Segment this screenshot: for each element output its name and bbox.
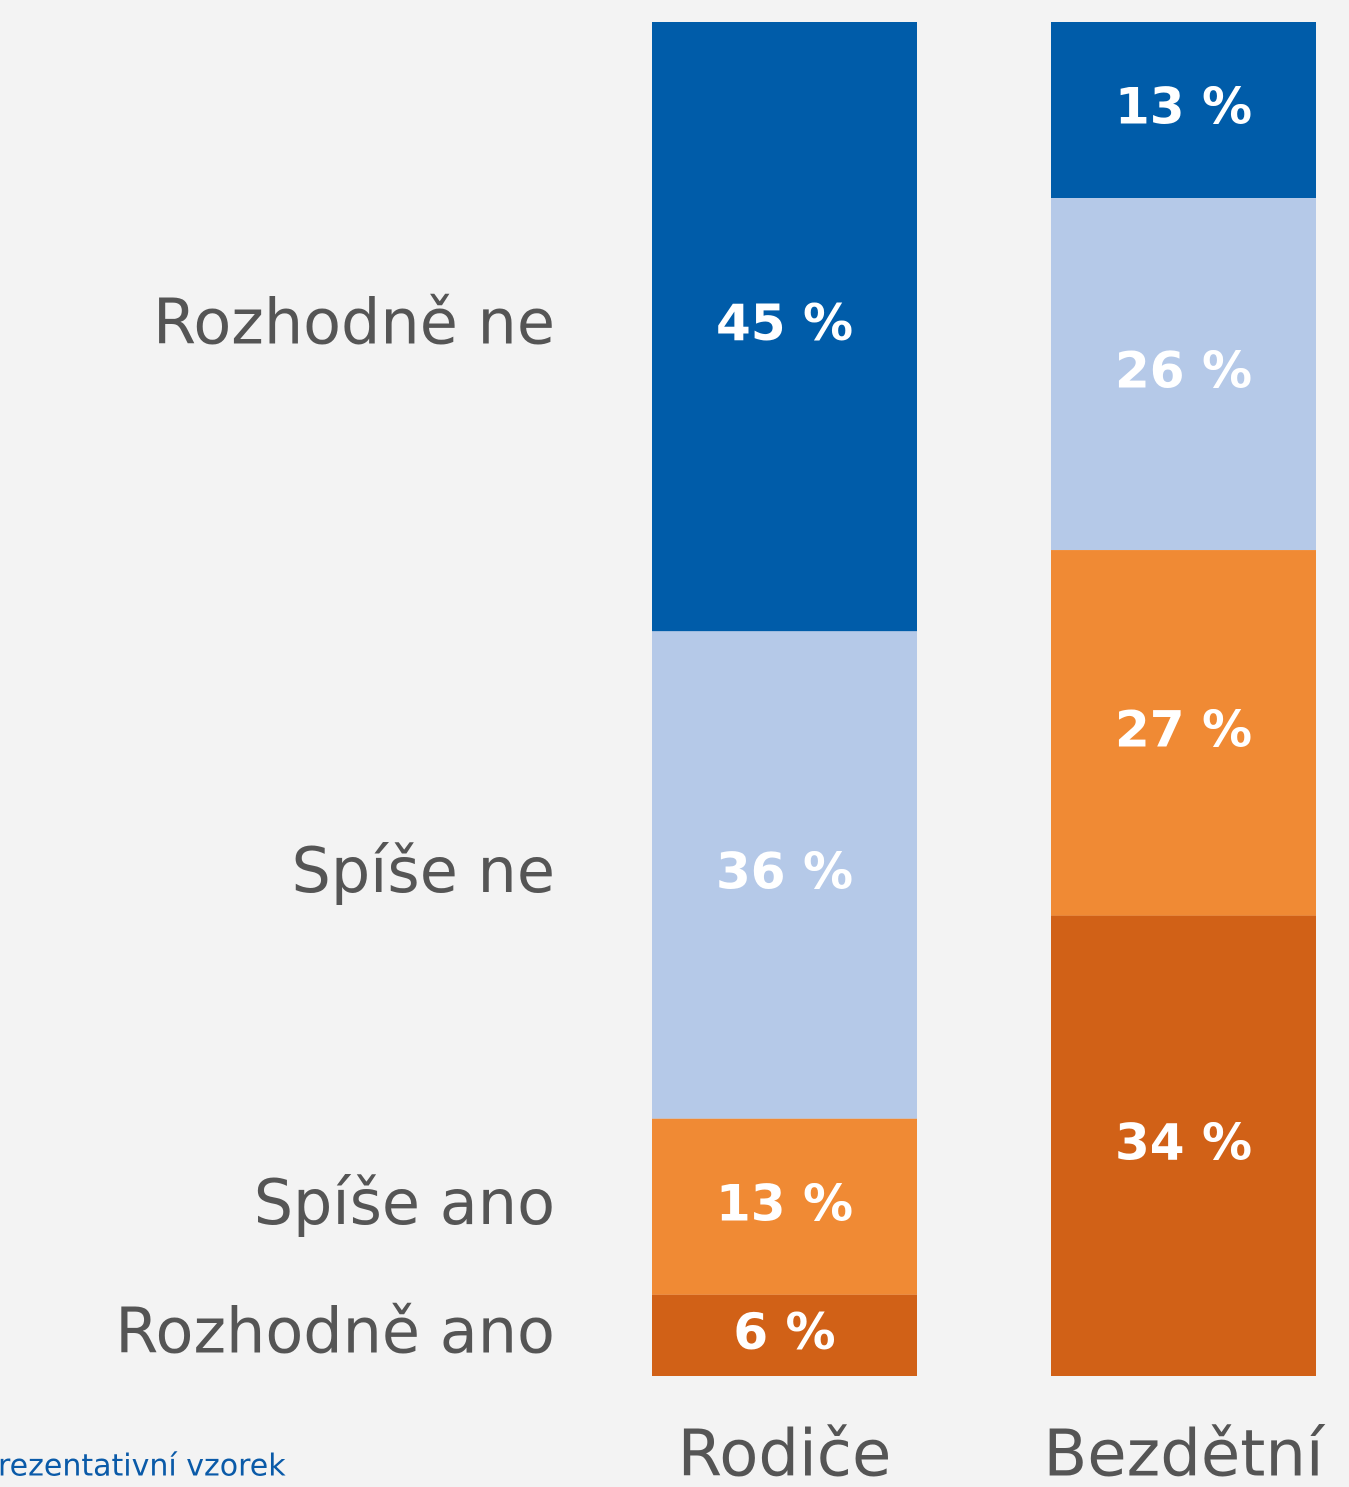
bar-segment xyxy=(652,1294,917,1376)
legend-label: Spíše ano xyxy=(254,1166,555,1239)
bar-segment xyxy=(1051,550,1316,916)
category-label: Bezdětní xyxy=(1043,1418,1326,1487)
legend-label: Spíše ne xyxy=(291,834,555,907)
value-label: 45 % xyxy=(716,294,853,352)
bar-segment xyxy=(1051,915,1316,1376)
bar-segment xyxy=(1051,198,1316,551)
value-label: 26 % xyxy=(1115,342,1252,400)
legend-label: Rozhodně ano xyxy=(115,1294,555,1367)
bar-segment xyxy=(652,22,917,632)
bar-segment xyxy=(1051,22,1316,199)
footnote: rezentativní vzorek xyxy=(0,1449,286,1484)
bar-segment xyxy=(652,1118,917,1295)
bar-segment xyxy=(652,631,917,1119)
value-label: 13 % xyxy=(1115,78,1252,136)
value-label: 6 % xyxy=(733,1303,835,1361)
value-label: 36 % xyxy=(716,843,853,901)
legend-label: Rozhodně ne xyxy=(153,286,555,359)
category-label: Rodiče xyxy=(678,1418,892,1487)
value-label: 34 % xyxy=(1115,1113,1252,1171)
value-label: 13 % xyxy=(716,1174,853,1232)
value-label: 27 % xyxy=(1115,700,1252,758)
